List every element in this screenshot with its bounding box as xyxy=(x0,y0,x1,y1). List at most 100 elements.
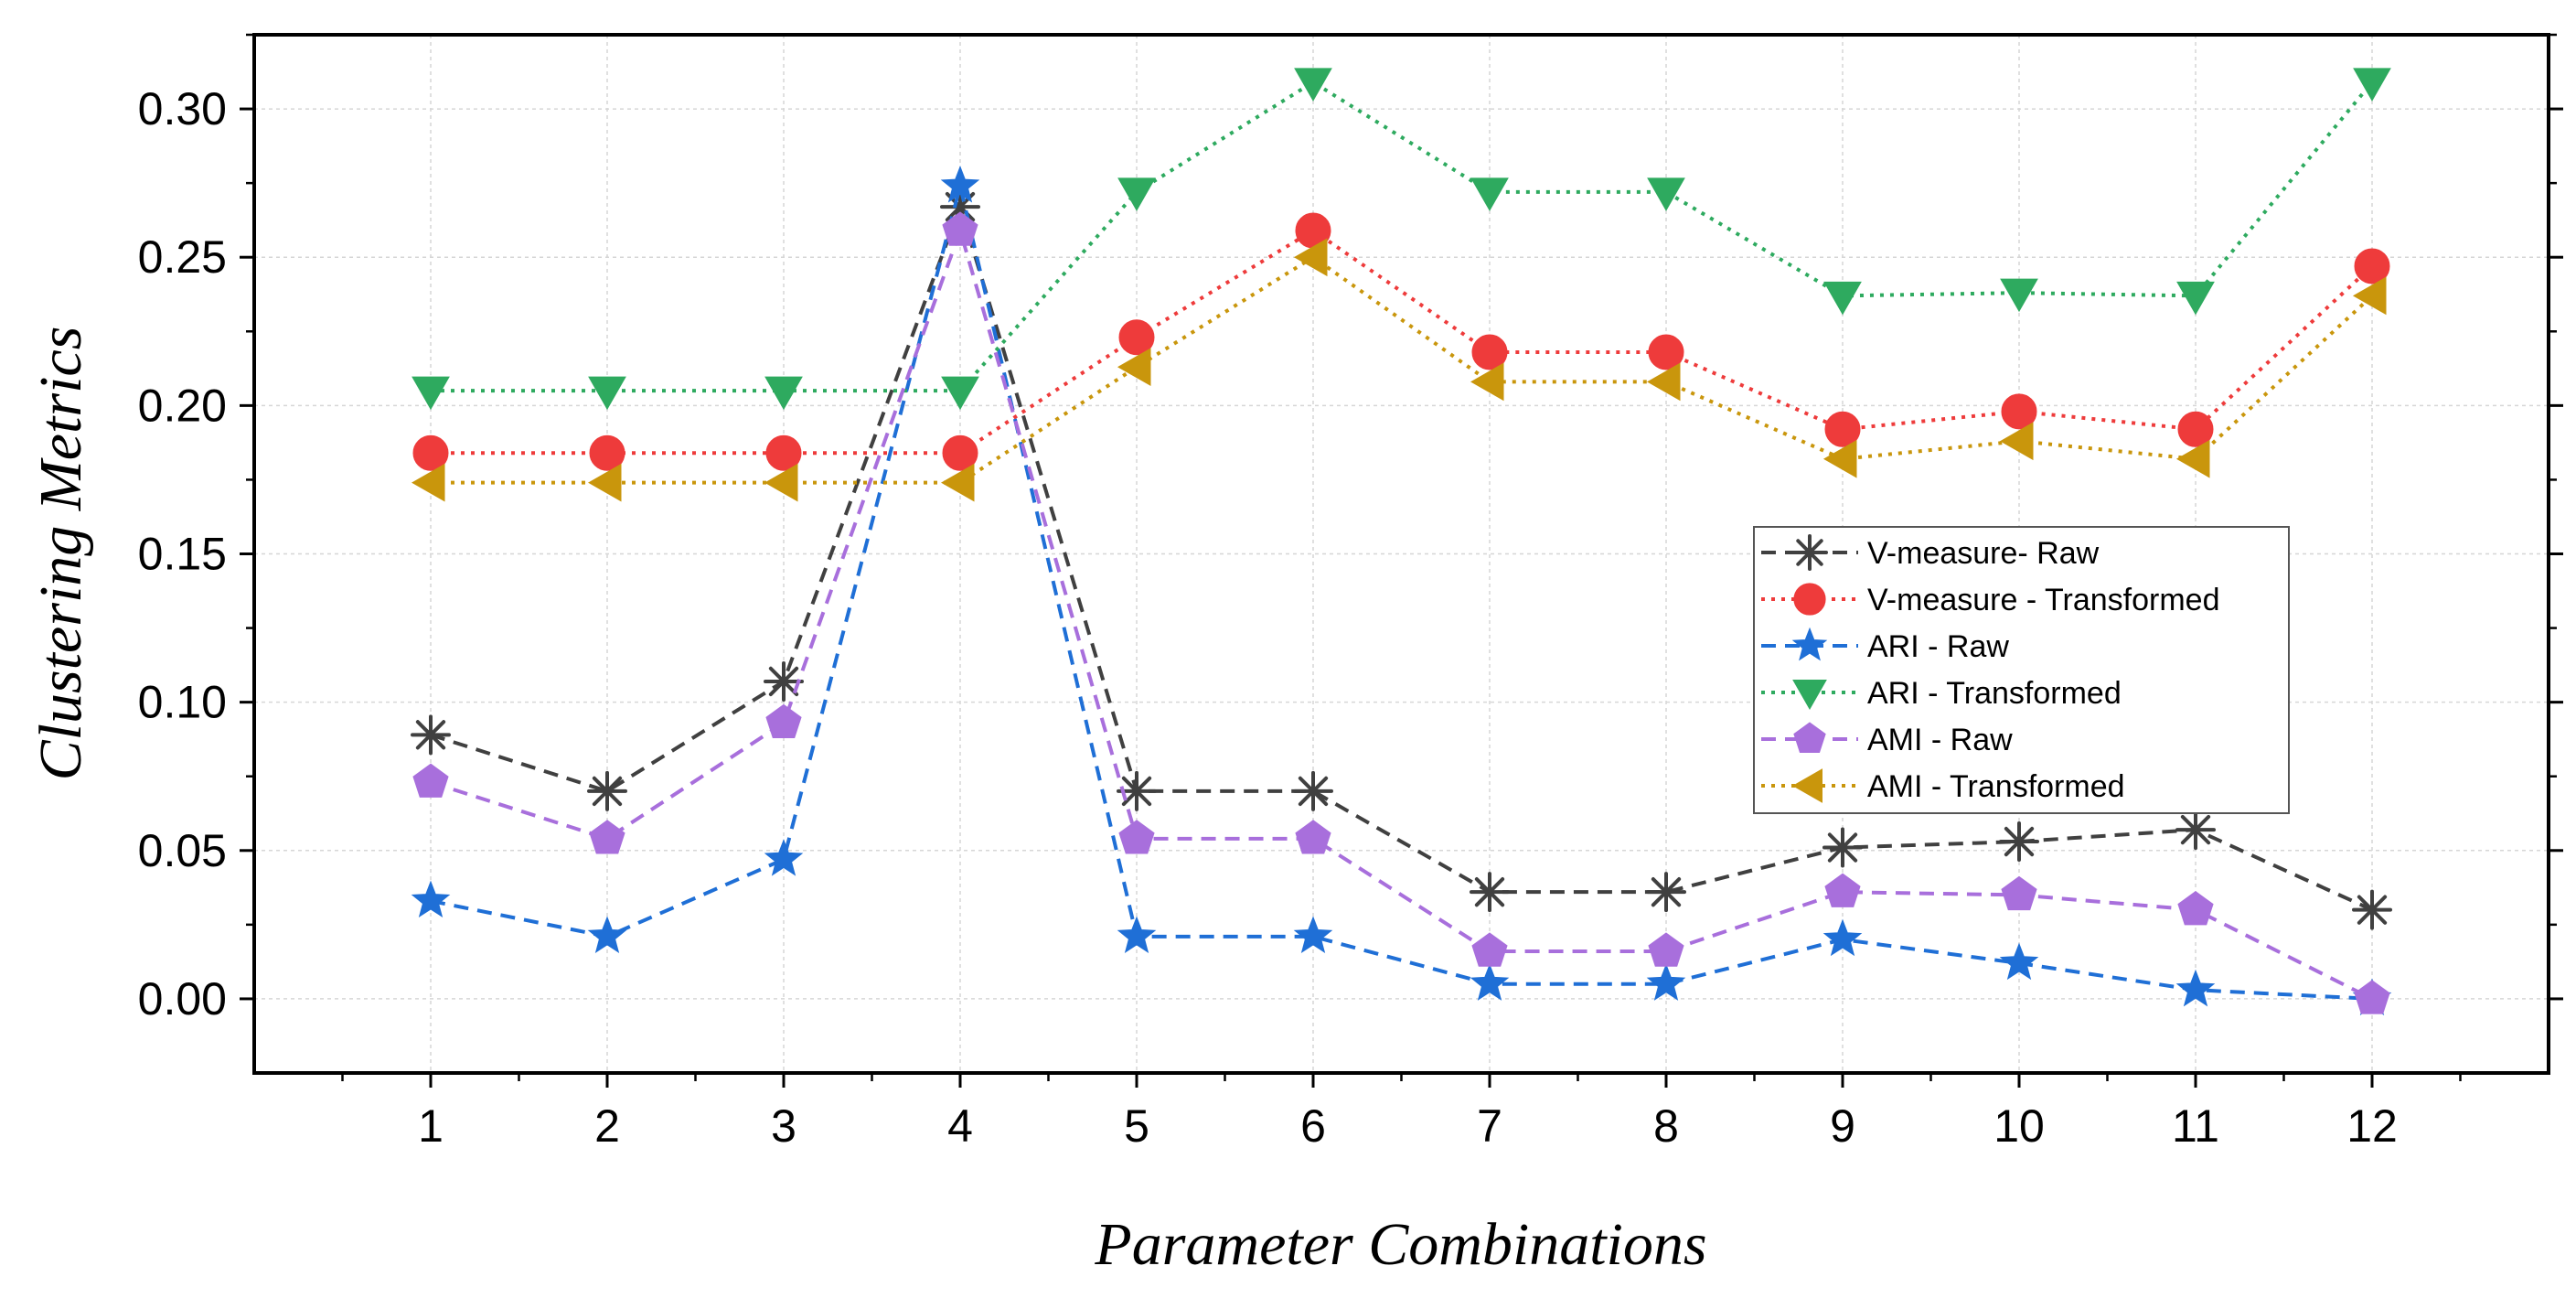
series-v-measure-transformed xyxy=(412,212,2390,471)
data-point xyxy=(764,839,804,876)
x-tick-label: 9 xyxy=(1830,1100,1855,1152)
data-point xyxy=(2175,810,2216,851)
data-point xyxy=(2177,891,2214,926)
data-point xyxy=(1823,281,1862,316)
data-point xyxy=(1999,821,2039,863)
data-point xyxy=(1295,820,1331,854)
data-point xyxy=(1293,916,1333,953)
x-axis-title: Parameter Combinations xyxy=(1094,1211,1706,1278)
x-tick-label: 12 xyxy=(2346,1100,2398,1152)
data-point xyxy=(2001,875,2037,911)
legend: V-measure- Raw V-measure - Transformed ARI… xyxy=(1753,526,2290,814)
data-point xyxy=(764,660,804,702)
data-point xyxy=(2175,969,2216,1007)
series-layer xyxy=(411,68,2392,1016)
legend-marker xyxy=(1791,768,1822,803)
legend-item: AMI - Transformed xyxy=(1761,768,2125,804)
data-point xyxy=(2001,393,2037,430)
legend-marker xyxy=(1793,722,1826,754)
data-point xyxy=(411,880,451,918)
legend-marker xyxy=(1791,627,1828,661)
x-tick-label: 7 xyxy=(1477,1100,1502,1152)
data-point xyxy=(411,463,445,502)
data-point xyxy=(411,714,451,756)
y-tick-label: 0.10 xyxy=(138,677,227,728)
legend-label: AMI - Transformed xyxy=(1867,769,2125,804)
legend-label: V-measure- Raw xyxy=(1867,536,2100,571)
series-line xyxy=(430,224,2373,1001)
data-point xyxy=(1822,827,1863,868)
legend-marker xyxy=(1793,583,1826,616)
data-point xyxy=(1470,177,1509,211)
data-point xyxy=(1822,439,1857,478)
data-point xyxy=(2177,411,2214,447)
data-point xyxy=(764,376,803,411)
series-line xyxy=(431,80,2374,393)
legend-item: ARI - Transformed xyxy=(1761,676,2122,711)
data-point xyxy=(2352,276,2387,316)
axes: 1 2 3 4 5 6 7 8 9 10 11 120.000.050.100.150.200.250… xyxy=(138,33,2563,1152)
x-tick-label: 10 xyxy=(1993,1100,2045,1152)
data-point xyxy=(1117,916,1157,953)
data-point xyxy=(412,763,449,798)
data-point xyxy=(1648,932,1684,967)
x-tick-label: 2 xyxy=(594,1100,620,1152)
data-point xyxy=(1822,918,1863,957)
data-point xyxy=(1294,68,1332,102)
legend-marker xyxy=(1792,680,1827,711)
legend-item: V-measure - Transformed xyxy=(1761,583,2219,617)
x-tick-label: 4 xyxy=(947,1100,973,1152)
data-point xyxy=(1117,177,1156,211)
legend-label: ARI - Transformed xyxy=(1867,676,2122,711)
x-tick-label: 6 xyxy=(1300,1100,1326,1152)
data-point xyxy=(940,463,975,502)
y-tick-label: 0.30 xyxy=(138,83,227,134)
data-point xyxy=(1824,411,1861,447)
data-point xyxy=(764,463,798,502)
series-ami-raw xyxy=(412,211,2390,1014)
legend-label: ARI - Raw xyxy=(1867,629,2009,664)
series-line xyxy=(431,228,2374,456)
legend-item: V-measure- Raw xyxy=(1761,534,2100,571)
data-point xyxy=(2354,980,2390,1014)
data-point xyxy=(2176,281,2215,316)
data-point xyxy=(2000,278,2038,313)
series-ari-transformed xyxy=(412,68,2391,411)
data-point xyxy=(1646,963,1686,1001)
data-point xyxy=(1293,238,1328,277)
series-line xyxy=(430,200,2373,912)
data-point xyxy=(1647,177,1685,211)
data-point xyxy=(1117,770,1157,811)
y-tick-label: 0.20 xyxy=(138,380,227,431)
data-point xyxy=(1117,348,1151,387)
data-point xyxy=(1470,963,1510,1001)
data-point xyxy=(587,916,627,953)
data-point xyxy=(412,376,450,411)
x-tick-label: 1 xyxy=(418,1100,444,1152)
data-point xyxy=(412,434,449,471)
legend-box xyxy=(1753,526,2290,814)
y-tick-label: 0.00 xyxy=(138,973,227,1024)
data-point xyxy=(1999,422,2034,461)
data-point xyxy=(1999,942,2039,981)
data-point xyxy=(589,820,625,854)
legend-item: ARI - Raw xyxy=(1761,627,2009,664)
y-tick-label: 0.25 xyxy=(138,231,227,283)
data-point xyxy=(589,434,625,471)
y-tick-label: 0.15 xyxy=(138,529,227,580)
x-tick-label: 8 xyxy=(1653,1100,1679,1152)
x-tick-label: 5 xyxy=(1124,1100,1149,1152)
data-point xyxy=(942,434,978,471)
legend-label: V-measure - Transformed xyxy=(1867,583,2219,617)
data-point xyxy=(1470,362,1504,402)
series-line xyxy=(430,185,2373,1001)
data-point xyxy=(940,165,980,203)
data-point xyxy=(941,376,979,411)
y-axis-title: Clustering Metrics xyxy=(27,327,94,781)
legend-item: AMI - Raw xyxy=(1761,722,2013,757)
data-point xyxy=(1646,872,1686,913)
data-point xyxy=(1470,872,1510,913)
data-point xyxy=(587,463,622,502)
data-point xyxy=(1646,362,1681,402)
